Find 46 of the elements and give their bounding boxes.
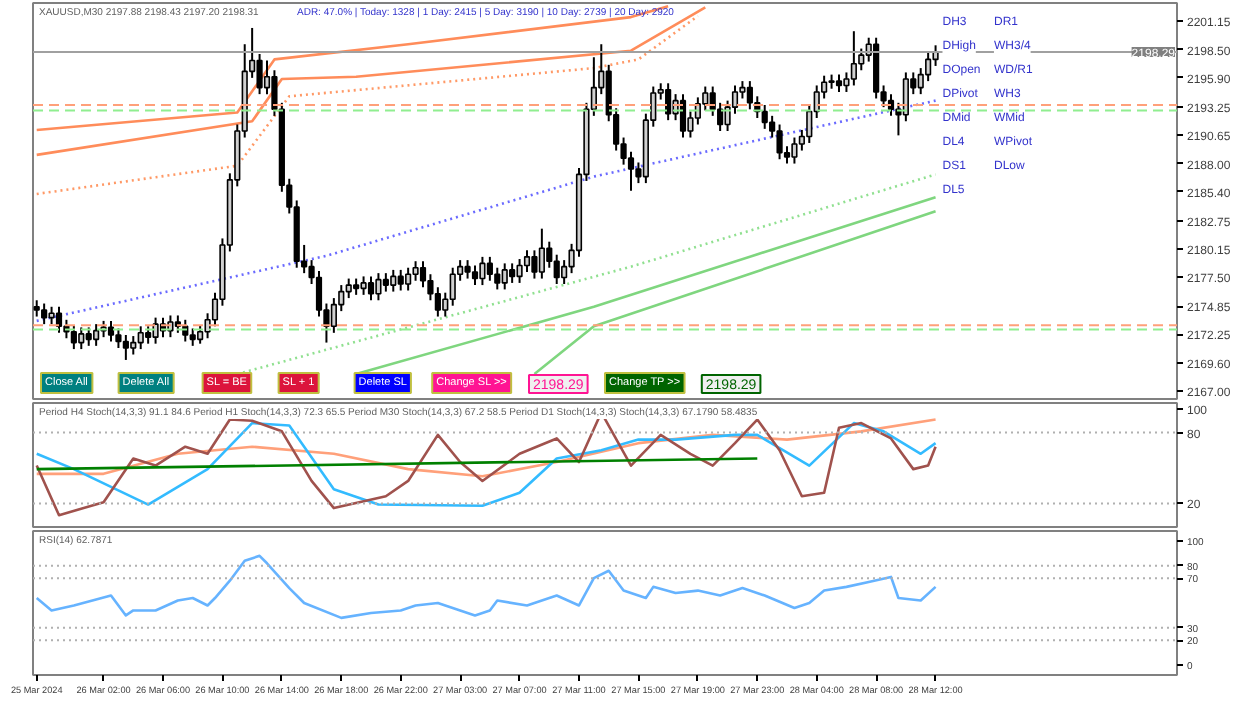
candlestick	[152, 316, 159, 345]
candlestick	[679, 93, 687, 139]
candlestick	[553, 253, 560, 285]
candlestick	[405, 266, 412, 292]
candlestick	[531, 249, 538, 280]
candlestick	[486, 255, 493, 282]
candlestick	[107, 319, 115, 343]
candlestick	[449, 266, 456, 307]
candlestick	[501, 262, 508, 291]
candlestick	[850, 30, 857, 87]
candlestick	[479, 255, 486, 287]
candlestick	[746, 80, 753, 111]
candlestick	[41, 302, 48, 326]
candlestick	[382, 272, 389, 293]
candlestick	[122, 333, 129, 361]
candlestick	[197, 324, 204, 345]
candlestick	[509, 262, 516, 284]
candlestick	[776, 123, 783, 161]
candlestick	[397, 268, 404, 292]
candlestick	[345, 277, 352, 300]
candlestick	[137, 325, 144, 351]
candlestick	[464, 259, 471, 280]
candlestick	[538, 227, 545, 280]
candlestick	[360, 275, 367, 296]
candlestick	[516, 258, 523, 284]
line-series	[35, 99, 937, 323]
line-series	[35, 554, 937, 620]
candlestick	[873, 36, 880, 100]
candlestick	[434, 286, 441, 318]
candlestick	[78, 326, 85, 351]
line-series	[35, 4, 670, 132]
candlestick	[791, 136, 798, 165]
line-series	[35, 418, 937, 478]
candlestick	[761, 103, 768, 130]
candlestick	[55, 305, 63, 334]
candlestick	[70, 324, 77, 351]
candlestick	[93, 323, 100, 347]
candlestick	[665, 82, 672, 122]
candlestick	[390, 268, 397, 293]
candlestick	[367, 275, 375, 302]
candlestick	[471, 264, 479, 287]
line-series	[35, 14, 700, 196]
candlestick	[375, 272, 382, 302]
line-series	[35, 6, 707, 157]
candlestick	[130, 335, 137, 356]
candlestick	[85, 326, 92, 347]
